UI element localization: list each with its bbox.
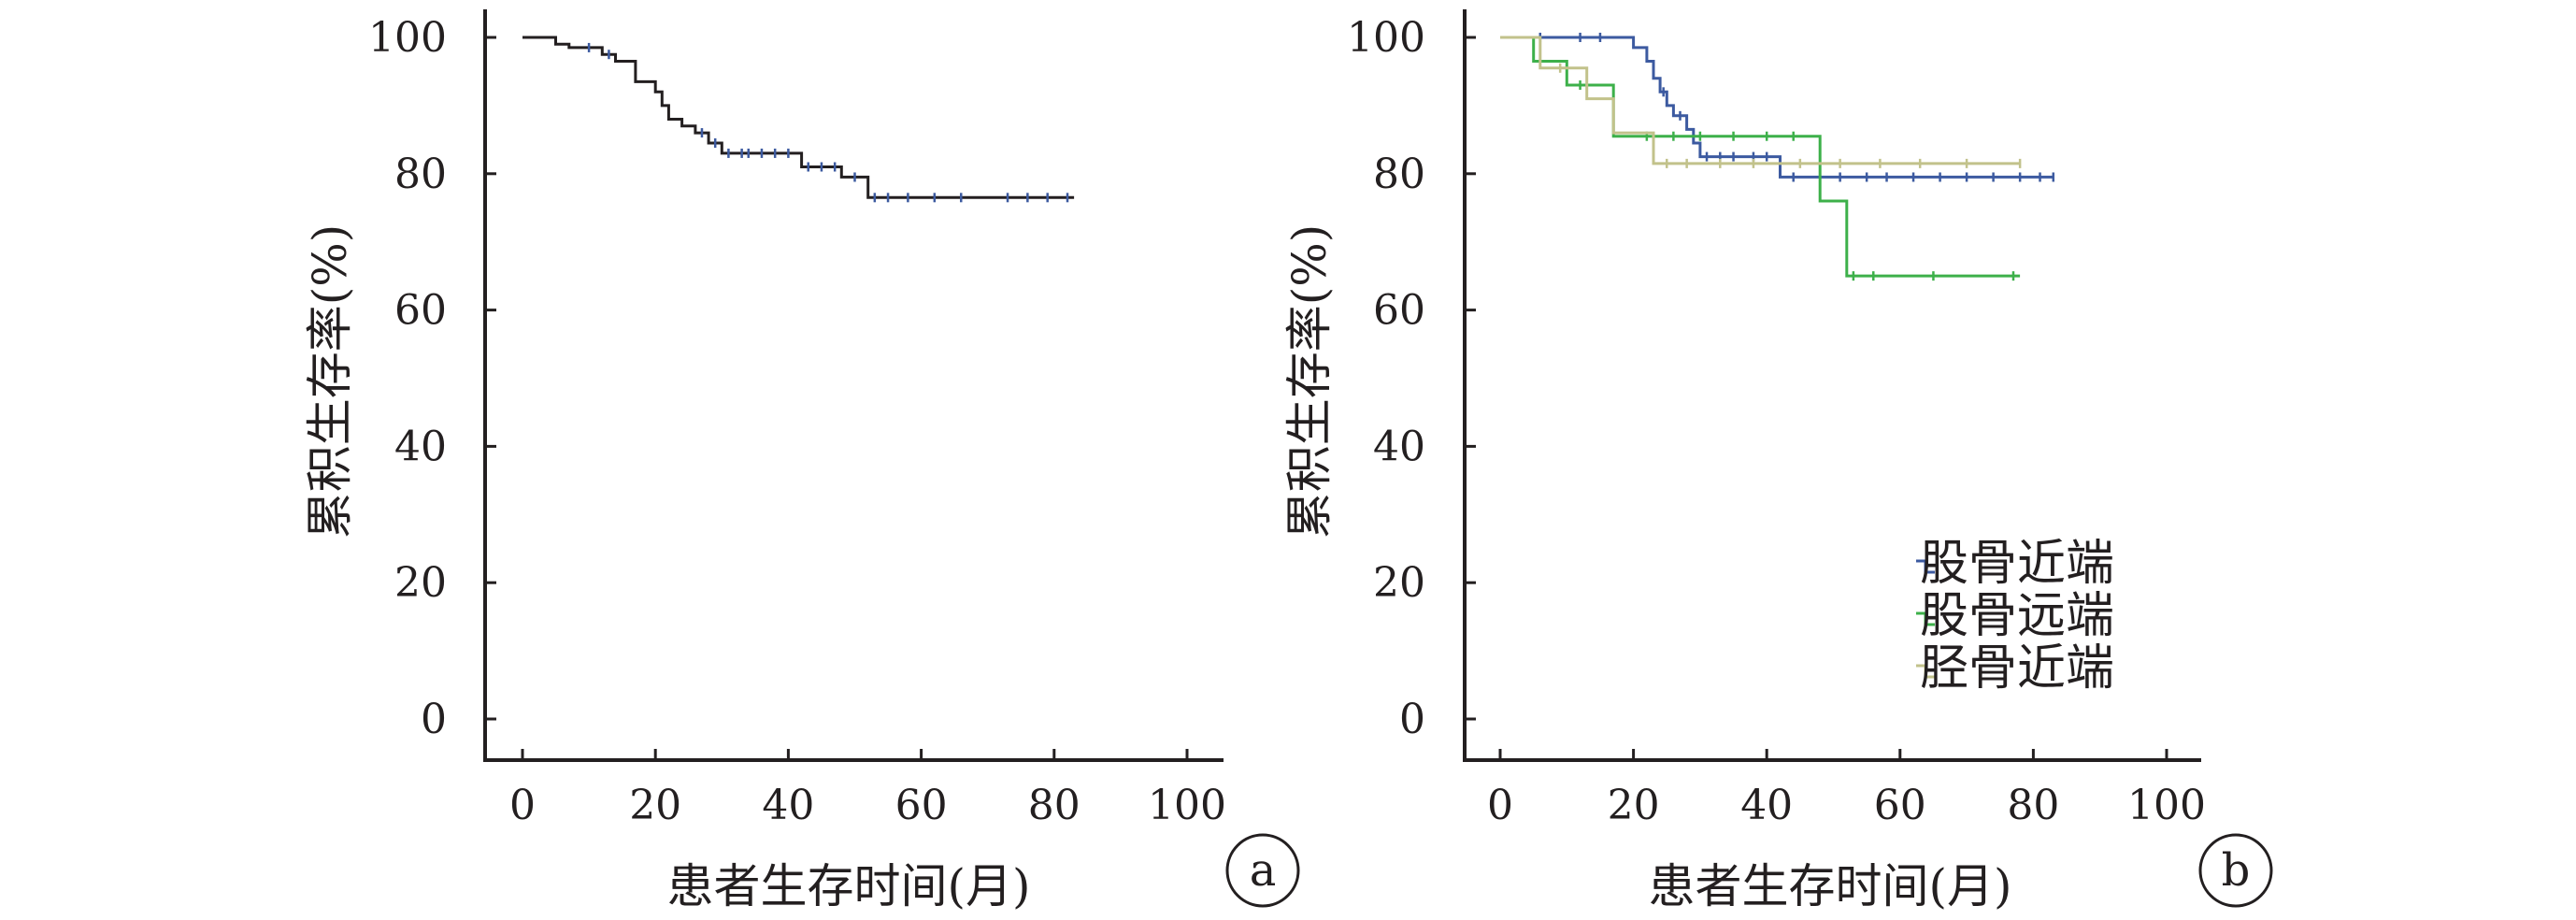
legend-label: 股骨远端 [1920, 588, 2114, 644]
legend-item: 股骨远端 [1916, 588, 2114, 644]
panel-b: 累积生存率(%) 患者生存时间(月) b 股骨近端 股骨远端 胫骨近端 100 8… [1282, 9, 2273, 913]
x-axis-title: 患者生存时间(月) [1648, 859, 2011, 913]
x-tick-label: 40 [1740, 782, 1793, 829]
y-tick-label: 20 [1373, 559, 1425, 607]
legend-label: 胫骨近端 [1920, 640, 2114, 697]
legend-swatch [1916, 611, 1935, 626]
panel-label: a [1250, 844, 1277, 897]
y-axis-title: 累积生存率(%) [303, 224, 357, 539]
y-tick-label: 20 [394, 559, 447, 607]
panel-label-a-group: a [1225, 833, 1300, 908]
panel-a: 累积生存率(%) 患者生存时间(月) a 100 80 60 40 20 0 0 20 40 60… [303, 9, 1300, 913]
y-axis-title: 累积生存率(%) [1282, 224, 1337, 539]
x-tick-label: 20 [1608, 782, 1660, 829]
legend-label: 股骨近端 [1920, 536, 2114, 592]
legend-swatch [1916, 559, 1935, 574]
x-tick-label: 0 [1487, 782, 1513, 829]
x-axis-title: 患者生存时间(月) [666, 859, 1030, 913]
panel-label-b-group: b [2198, 833, 2273, 908]
y-tick-label: 100 [1347, 14, 1425, 62]
x-tick-label: 0 [509, 782, 536, 829]
x-tick-label: 40 [762, 782, 814, 829]
y-tick-label: 0 [421, 696, 447, 743]
y-tick-label: 80 [394, 151, 447, 198]
legend: 股骨近端 股骨远端 胫骨近端 [1916, 536, 2114, 697]
x-tick-label: 100 [2127, 782, 2206, 829]
legend-swatch [1916, 664, 1935, 679]
y-tick-label: 100 [368, 14, 447, 62]
x-tick-label: 100 [1148, 782, 1226, 829]
legend-item: 股骨近端 [1916, 536, 2114, 592]
y-tick-label: 0 [1399, 696, 1425, 743]
y-tick-label: 60 [1373, 287, 1425, 335]
y-tick-label: 40 [1373, 423, 1425, 470]
x-tick-label: 60 [1874, 782, 1926, 829]
y-tick-label: 40 [394, 423, 447, 470]
x-tick-label: 80 [1028, 782, 1080, 829]
survival-curve [1500, 36, 2021, 165]
x-tick-label: 80 [2007, 782, 2059, 829]
survival-curve [1500, 36, 2054, 179]
y-tick-label: 60 [394, 287, 447, 335]
legend-item: 胫骨近端 [1916, 640, 2114, 697]
panel-label-circle [1225, 833, 1300, 908]
panel-label: b [2222, 844, 2251, 897]
x-tick-label: 20 [629, 782, 681, 829]
x-tick-label: 60 [895, 782, 948, 829]
panel-label-circle [2198, 833, 2273, 908]
y-tick-label: 80 [1373, 151, 1425, 198]
survival-curve [522, 36, 1075, 199]
